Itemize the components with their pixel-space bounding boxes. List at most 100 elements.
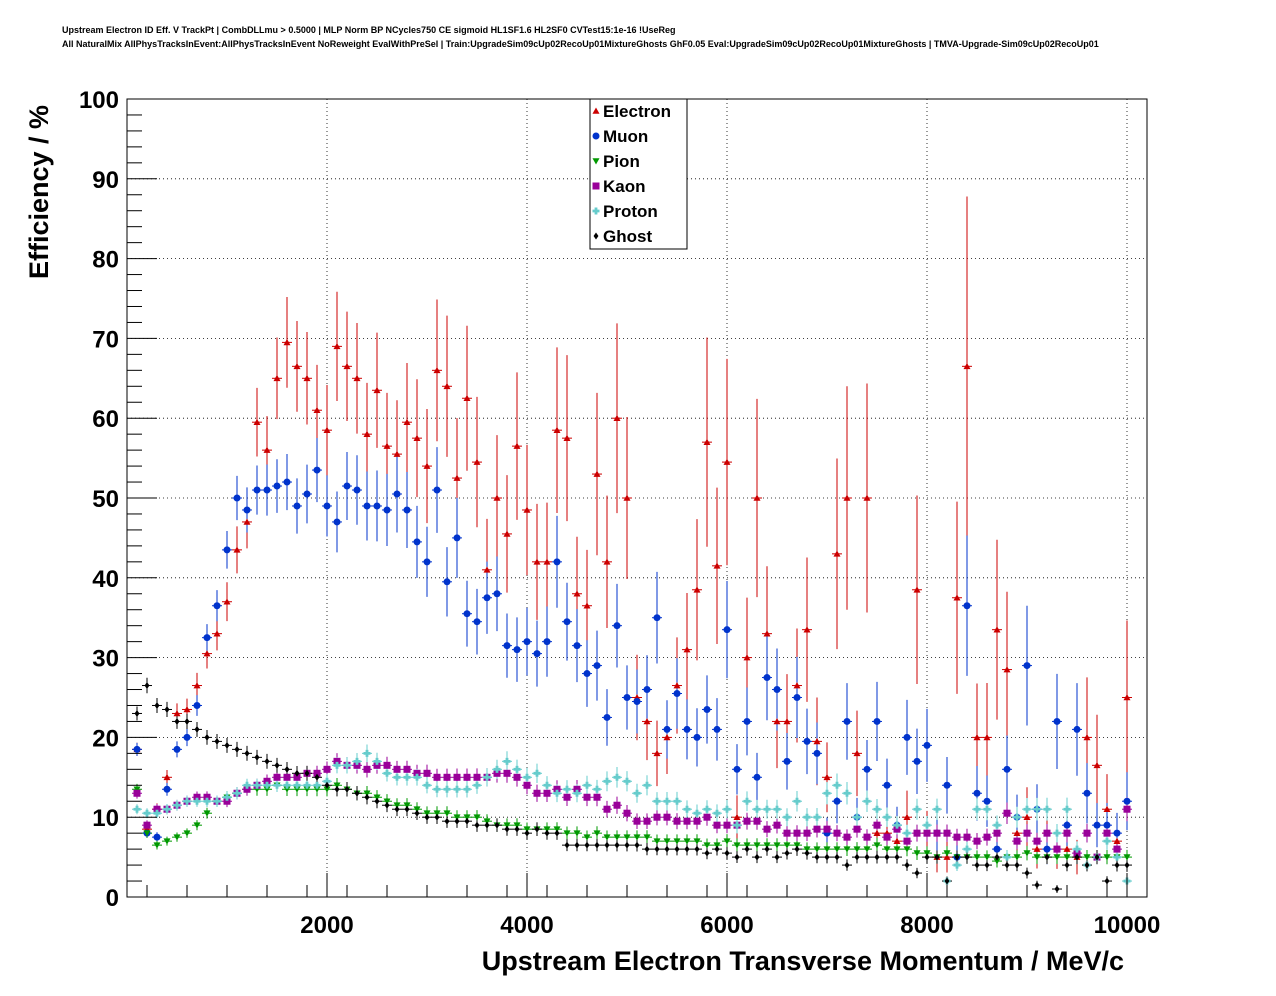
kaon-point bbox=[713, 821, 721, 829]
x-axis-title: Upstream Electron Transverse Momentum / … bbox=[482, 946, 1124, 976]
muon-point bbox=[743, 717, 751, 725]
electron-point bbox=[1063, 845, 1071, 852]
ghost-point bbox=[674, 845, 680, 853]
proton-point bbox=[543, 781, 551, 789]
kaon-point bbox=[813, 825, 821, 833]
proton-point bbox=[253, 781, 261, 789]
kaon-point bbox=[673, 817, 681, 825]
tick-labels: 2000 4000 6000 8000 10000 0 10 20 30 40 50 60 70 80 90… bbox=[79, 87, 1160, 939]
kaon-point bbox=[503, 769, 511, 777]
pion-point bbox=[413, 806, 421, 813]
kaon-point bbox=[333, 757, 341, 765]
muon-point bbox=[243, 506, 251, 514]
muon-point bbox=[463, 610, 471, 618]
pion-point bbox=[663, 838, 671, 845]
proton-point bbox=[783, 813, 791, 821]
kaon-point bbox=[913, 829, 921, 837]
chart-title-line-1: Upstream Electron ID Eff. V TrackPt | Co… bbox=[62, 25, 676, 35]
kaon-point bbox=[573, 785, 581, 793]
kaon-point bbox=[363, 765, 371, 773]
ghost-point bbox=[934, 853, 940, 861]
ghost-point bbox=[1094, 853, 1100, 861]
ghost-point bbox=[234, 745, 240, 753]
electron-point bbox=[313, 406, 321, 414]
kaon-point bbox=[1043, 829, 1051, 837]
muon-point bbox=[263, 486, 271, 494]
ghost-point bbox=[1024, 869, 1030, 877]
kaon-point bbox=[893, 825, 901, 833]
kaon-point bbox=[1113, 845, 1121, 853]
electron-point bbox=[913, 586, 921, 593]
kaon-point bbox=[993, 829, 1001, 837]
ghost-point bbox=[824, 853, 830, 861]
proton-point bbox=[463, 785, 471, 793]
electron-point bbox=[1113, 837, 1121, 844]
ghost-point bbox=[784, 849, 790, 857]
proton-point bbox=[713, 809, 721, 817]
electron-point bbox=[223, 598, 231, 605]
pion-point bbox=[183, 830, 191, 837]
proton-point bbox=[343, 761, 351, 769]
ghost-point bbox=[754, 853, 760, 861]
electron-point bbox=[763, 630, 771, 637]
electron-point bbox=[1013, 829, 1021, 836]
ghost-point bbox=[1054, 885, 1060, 893]
proton-point bbox=[893, 821, 901, 829]
electron-point bbox=[533, 558, 541, 565]
pion-point bbox=[463, 814, 471, 821]
pion-point bbox=[403, 802, 411, 809]
electron-point bbox=[753, 494, 761, 501]
ghost-point bbox=[224, 741, 230, 749]
proton-point bbox=[1023, 805, 1031, 813]
muon-point bbox=[383, 506, 391, 514]
muon-point bbox=[433, 486, 441, 494]
proton-point bbox=[263, 781, 271, 789]
proton-point bbox=[853, 813, 861, 821]
proton-point bbox=[993, 821, 1001, 829]
electron-point bbox=[733, 813, 741, 820]
electron-point bbox=[333, 342, 341, 350]
electron-point bbox=[893, 837, 901, 844]
electron-point bbox=[773, 717, 781, 725]
proton-point bbox=[453, 785, 461, 793]
pion-point bbox=[283, 786, 291, 793]
kaon-point bbox=[653, 813, 661, 821]
ghost-point bbox=[134, 709, 140, 717]
kaon-point bbox=[153, 805, 161, 813]
muon-point bbox=[323, 502, 331, 510]
proton-point bbox=[513, 765, 521, 773]
electron-point bbox=[543, 558, 551, 565]
proton-point bbox=[153, 809, 161, 817]
pion-point bbox=[803, 846, 811, 853]
proton-point bbox=[693, 809, 701, 817]
pion-point bbox=[773, 842, 781, 849]
pion-point bbox=[313, 786, 321, 793]
kaon-point bbox=[833, 829, 841, 837]
muon-point bbox=[1083, 789, 1091, 797]
ghost-point bbox=[734, 853, 740, 861]
ghost-point bbox=[684, 845, 690, 853]
ghost-point bbox=[604, 841, 610, 849]
pion-point bbox=[333, 782, 341, 789]
y-tick-label: 80 bbox=[92, 247, 119, 274]
pion-point bbox=[693, 838, 701, 845]
electron-point bbox=[1103, 805, 1111, 813]
muon-point bbox=[1073, 725, 1081, 733]
proton-point bbox=[223, 793, 231, 801]
muon-point bbox=[573, 642, 581, 650]
proton-point bbox=[593, 785, 601, 793]
electron-point bbox=[403, 418, 411, 425]
proton-point bbox=[273, 781, 281, 789]
ghost-point bbox=[474, 821, 480, 829]
pion-point bbox=[203, 810, 211, 817]
kaon-point bbox=[283, 773, 291, 781]
muon-point bbox=[533, 650, 541, 658]
ghost-point bbox=[644, 845, 650, 853]
proton-point bbox=[1103, 837, 1111, 845]
y-tick-label: 100 bbox=[79, 87, 119, 114]
kaon-point bbox=[243, 785, 251, 793]
electron-point bbox=[943, 853, 951, 860]
kaon-point bbox=[223, 797, 231, 805]
proton-point bbox=[883, 813, 891, 821]
kaon-point bbox=[793, 829, 801, 837]
